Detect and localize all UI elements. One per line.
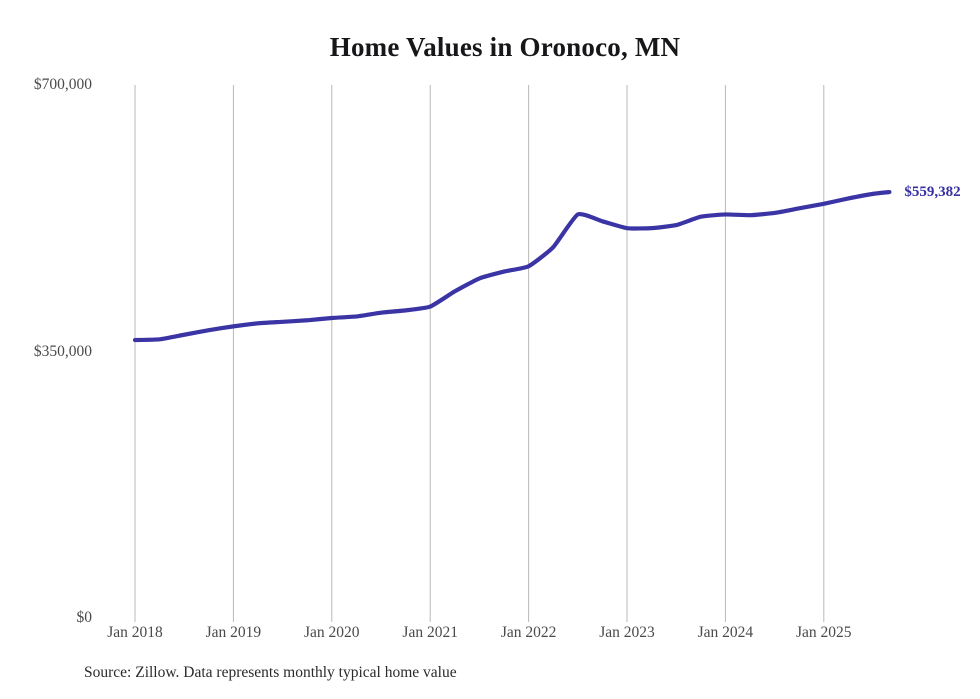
y-tick-label-350000: $350,000 (33, 342, 92, 360)
x-tick-label-jan-2022: Jan 2022 (500, 624, 557, 641)
series-end-value-label: $559,382 (904, 184, 961, 201)
x-tick-label-jan-2018: Jan 2018 (107, 624, 163, 641)
series-line-0 (132, 189, 892, 343)
series-group (132, 189, 892, 343)
gridlines-group (134, 85, 825, 622)
x-tick-label-jan-2019: Jan 2019 (205, 624, 262, 641)
x-tick-label-jan-2025: Jan 2025 (796, 624, 852, 641)
x-tick-label-jan-2021: Jan 2021 (402, 624, 458, 641)
source-note: Source: Zillow. Data represents monthly … (84, 664, 457, 681)
y-axis-labels: $0 $350,000 $700,000 (0, 0, 96, 699)
chart-title: Home Values in Oronoco, MN (329, 32, 681, 62)
x-tick-label-jan-2020: Jan 2020 (304, 624, 360, 641)
x-tick-label-jan-2023: Jan 2023 (599, 624, 655, 641)
x-tick-label-jan-2024: Jan 2024 (697, 624, 754, 641)
y-tick-label-700000: $700,000 (33, 76, 92, 93)
y-tick-label-0: $0 (76, 609, 93, 626)
